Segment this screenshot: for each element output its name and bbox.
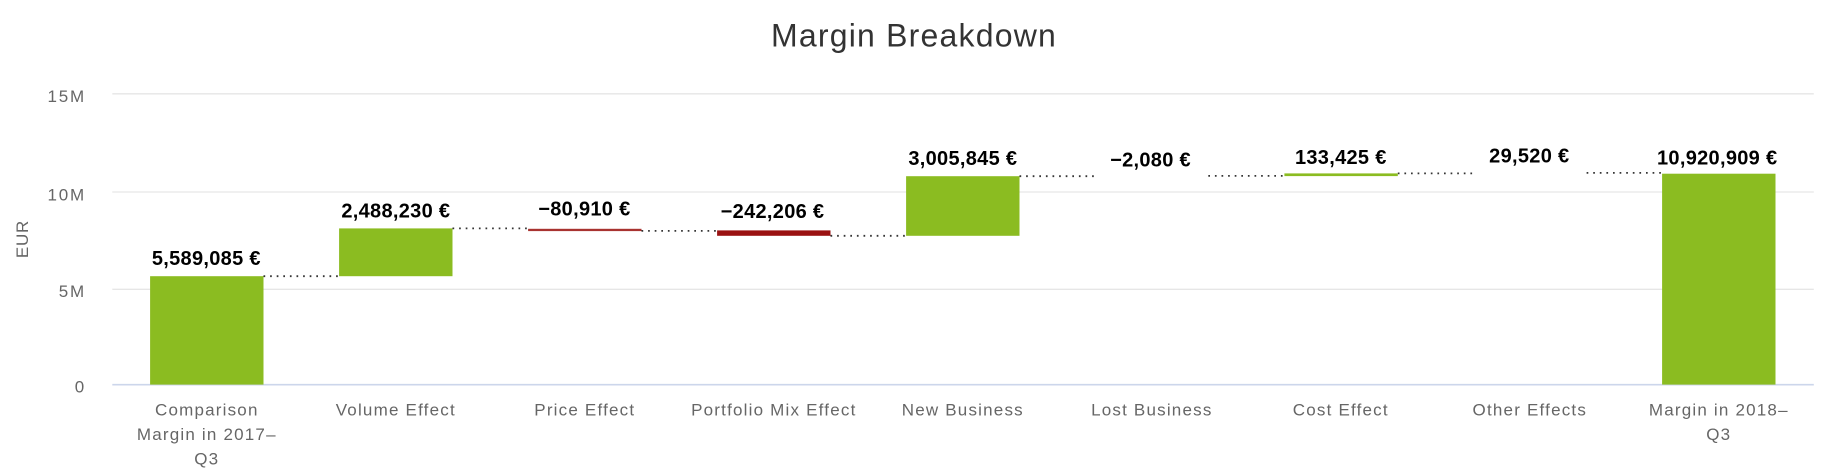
svg-text:EUR: EUR bbox=[13, 220, 32, 258]
svg-text:15M: 15M bbox=[48, 87, 86, 106]
svg-text:29,520 €: 29,520 € bbox=[1489, 146, 1569, 168]
svg-text:Q3: Q3 bbox=[1706, 425, 1731, 444]
svg-text:10M: 10M bbox=[48, 185, 86, 204]
svg-text:5M: 5M bbox=[59, 282, 86, 301]
svg-text:−242,206 €: −242,206 € bbox=[721, 201, 825, 223]
svg-text:Volume Effect: Volume Effect bbox=[336, 401, 456, 420]
svg-text:−2,080 €: −2,080 € bbox=[1110, 149, 1191, 171]
svg-text:Margin in 2017–: Margin in 2017– bbox=[137, 425, 277, 444]
svg-text:Other Effects: Other Effects bbox=[1473, 401, 1588, 420]
svg-text:Margin in 2018–: Margin in 2018– bbox=[1649, 401, 1789, 420]
svg-text:−80,910 €: −80,910 € bbox=[538, 199, 630, 221]
svg-text:Cost Effect: Cost Effect bbox=[1293, 401, 1389, 420]
svg-text:Price Effect: Price Effect bbox=[534, 401, 635, 420]
svg-text:3,005,845 €: 3,005,845 € bbox=[908, 148, 1017, 170]
svg-text:Q3: Q3 bbox=[194, 449, 219, 468]
svg-text:Margin Breakdown: Margin Breakdown bbox=[771, 18, 1057, 54]
svg-text:5,589,085 €: 5,589,085 € bbox=[152, 248, 261, 270]
svg-text:133,425 €: 133,425 € bbox=[1295, 147, 1387, 169]
svg-text:10,920,909 €: 10,920,909 € bbox=[1657, 148, 1777, 170]
svg-text:Portfolio Mix Effect: Portfolio Mix Effect bbox=[691, 401, 856, 420]
svg-text:Lost Business: Lost Business bbox=[1091, 401, 1212, 420]
svg-text:Comparison: Comparison bbox=[155, 401, 259, 420]
svg-text:0: 0 bbox=[75, 377, 86, 396]
svg-text:New Business: New Business bbox=[902, 401, 1024, 420]
svg-text:2,488,230 €: 2,488,230 € bbox=[341, 200, 450, 222]
